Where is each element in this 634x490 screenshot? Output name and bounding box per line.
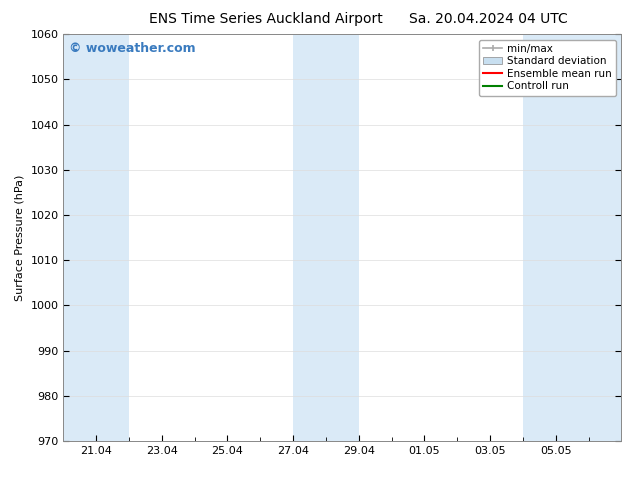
Text: © woweather.com: © woweather.com: [69, 43, 196, 55]
Text: ENS Time Series Auckland Airport: ENS Time Series Auckland Airport: [150, 12, 383, 26]
Bar: [523, 34, 621, 441]
Bar: [293, 34, 359, 441]
Text: Sa. 20.04.2024 04 UTC: Sa. 20.04.2024 04 UTC: [409, 12, 567, 26]
Y-axis label: Surface Pressure (hPa): Surface Pressure (hPa): [15, 174, 25, 301]
Legend: min/max, Standard deviation, Ensemble mean run, Controll run: min/max, Standard deviation, Ensemble me…: [479, 40, 616, 96]
Bar: [63, 34, 129, 441]
